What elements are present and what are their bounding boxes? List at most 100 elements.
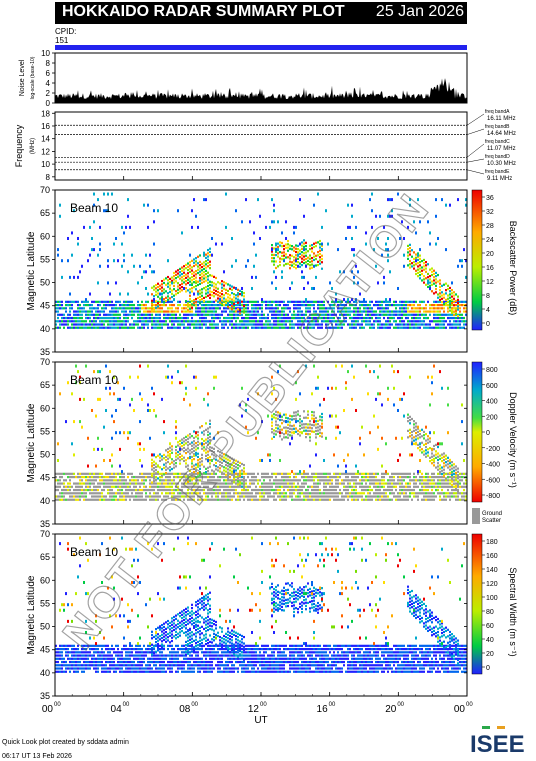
heat-cell xyxy=(423,310,425,313)
heat-cell xyxy=(93,495,95,498)
heat-cell xyxy=(215,465,217,468)
heat-cell xyxy=(161,323,163,326)
heat-cell xyxy=(121,492,123,495)
heat-cell xyxy=(169,488,171,492)
heat-cell xyxy=(289,254,291,257)
heat-cell xyxy=(393,316,395,320)
heat-cell xyxy=(151,495,153,498)
heat-cell xyxy=(279,488,281,492)
heat-cell xyxy=(163,320,165,323)
heat-cell xyxy=(117,259,119,263)
heat-cell xyxy=(263,482,265,485)
heat-cell xyxy=(409,243,411,246)
heat-cell xyxy=(307,498,309,501)
heat-cell xyxy=(67,313,69,316)
heat-cell xyxy=(415,475,417,479)
heat-cell xyxy=(431,320,433,323)
heat-cell xyxy=(239,470,241,474)
heat-cell xyxy=(329,475,331,479)
heat-cell xyxy=(217,313,219,316)
heat-cell xyxy=(175,488,177,492)
heat-cell xyxy=(457,316,459,320)
heat-cell xyxy=(213,436,215,440)
heat-cell xyxy=(233,323,235,326)
heat-cell xyxy=(193,453,195,456)
heat-cell xyxy=(431,375,433,379)
heat-cell xyxy=(323,492,325,495)
heat-cell xyxy=(435,475,437,479)
heat-cell xyxy=(59,300,61,303)
heat-cell xyxy=(219,313,221,316)
heat-cell xyxy=(121,307,123,310)
heat-cell xyxy=(417,472,419,475)
heat-cell xyxy=(115,300,117,303)
heat-cell xyxy=(223,475,225,479)
heat-cell xyxy=(313,475,315,479)
heat-cell xyxy=(465,323,467,326)
heat-cell xyxy=(423,323,425,326)
heat-cell xyxy=(187,444,189,447)
heat-cell xyxy=(425,445,427,449)
heat-cell xyxy=(81,488,83,492)
heat-cell xyxy=(373,475,375,479)
heat-cell xyxy=(141,472,143,475)
heat-cell xyxy=(71,320,73,323)
heat-cell xyxy=(159,326,161,329)
heat-cell xyxy=(347,475,349,479)
heat-cell xyxy=(205,482,207,485)
heat-cell xyxy=(65,479,67,482)
heat-cell xyxy=(337,485,339,488)
heat-cell xyxy=(273,253,275,257)
heat-cell xyxy=(153,463,155,467)
heat-cell xyxy=(163,313,165,316)
heat-cell xyxy=(97,198,99,202)
heat-cell xyxy=(253,488,255,492)
heat-cell xyxy=(289,326,291,329)
heat-cell xyxy=(289,263,291,267)
heat-cell xyxy=(195,463,197,466)
heat-cell xyxy=(235,498,237,501)
heat-cell xyxy=(433,269,435,272)
heat-cell xyxy=(303,426,305,429)
heat-cell xyxy=(199,289,201,292)
heat-cell xyxy=(175,445,177,448)
heat-cell xyxy=(139,310,141,313)
heat-cell xyxy=(193,300,195,303)
heat-cell xyxy=(89,479,91,482)
heat-cell xyxy=(107,475,109,479)
heat-cell xyxy=(205,458,207,461)
heat-cell xyxy=(165,455,167,458)
heat-cell xyxy=(323,479,325,482)
heat-cell xyxy=(407,251,409,254)
heat-cell xyxy=(61,259,63,263)
heat-cell xyxy=(419,254,421,257)
heat-cell xyxy=(131,300,133,303)
heat-cell xyxy=(425,303,427,307)
heat-cell xyxy=(281,310,283,313)
heat-cell xyxy=(275,433,277,436)
heat-cell xyxy=(143,447,145,451)
heat-cell xyxy=(415,495,417,498)
heat-cell xyxy=(181,285,183,289)
heat-cell xyxy=(173,284,175,288)
heat-cell xyxy=(55,320,57,323)
heat-cell xyxy=(377,479,379,482)
heat-cell xyxy=(219,492,221,495)
heat-cell xyxy=(437,273,439,277)
heat-cell xyxy=(217,475,219,479)
heat-cell xyxy=(319,326,321,329)
heat-cell xyxy=(419,261,421,264)
heat-cell xyxy=(107,498,109,501)
heat-cell xyxy=(89,488,91,492)
heat-cell xyxy=(325,320,327,323)
heat-cell xyxy=(463,307,465,310)
heat-cell xyxy=(151,458,153,461)
heat-cell xyxy=(183,456,185,459)
heat-cell xyxy=(209,472,211,475)
heat-cell xyxy=(243,483,245,486)
heat-cell xyxy=(171,492,173,495)
heat-cell xyxy=(275,475,277,479)
heat-cell xyxy=(207,475,209,479)
heat-cell xyxy=(263,300,265,303)
heat-cell xyxy=(231,457,233,460)
